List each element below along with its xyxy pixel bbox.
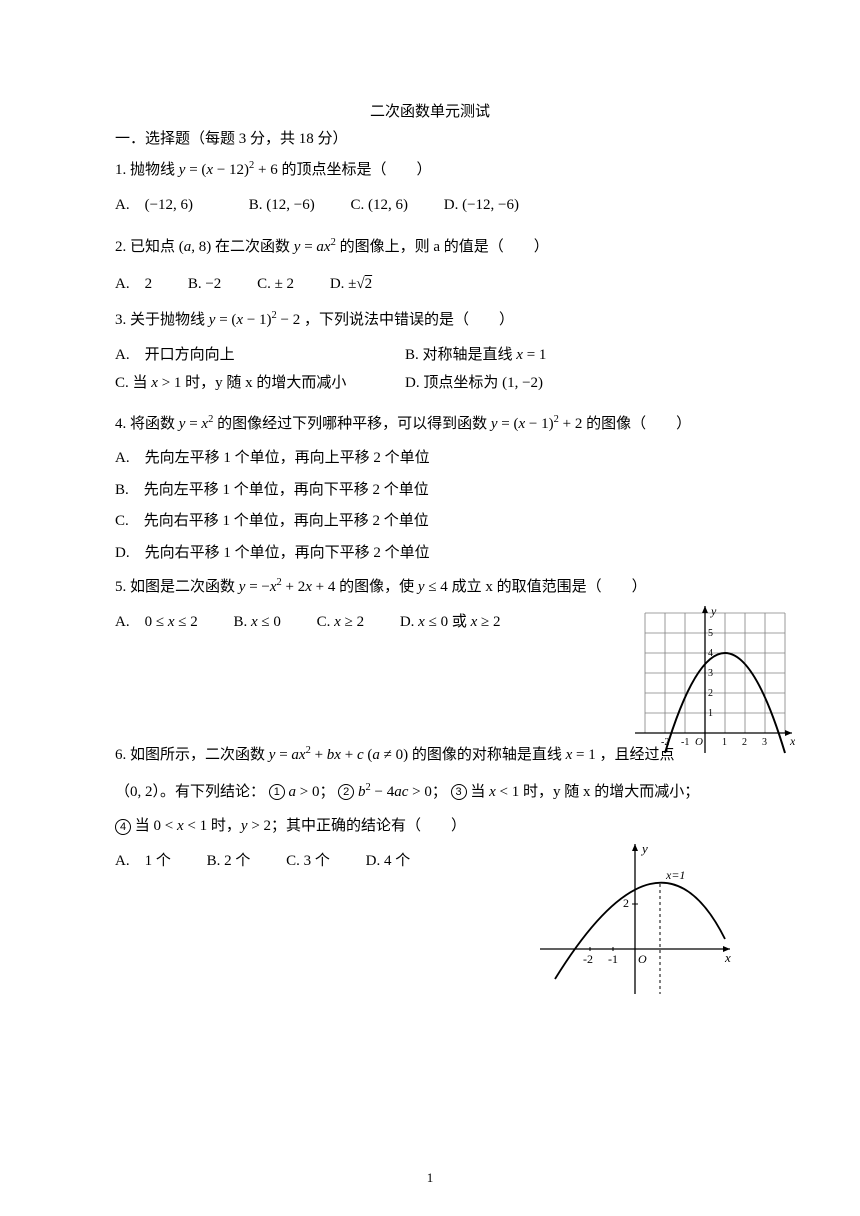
q2-optB: B. −2 [188,270,221,299]
q1-optC: C. (12, 6) [351,191,409,220]
svg-text:5: 5 [708,628,713,639]
q3-optA: A. 开口方向向上 [115,341,405,370]
svg-text:-1: -1 [608,952,618,966]
question-3: 3. 关于抛物线 y = (x − 1)2 − 2 ，下列说法中错误的是（ ） [115,306,745,335]
q6-line2-pre: （0, 2）。有下列结论： [115,784,265,800]
svg-text:x: x [789,734,795,748]
q4-pre: 4. 将函数 [115,416,179,432]
svg-text:x=1: x=1 [665,868,685,882]
page-number: 1 [0,1170,860,1186]
q3-pre: 3. 关于抛物线 [115,312,209,328]
q2-mid: 在二次函数 [211,239,294,255]
q2-pre: 2. 已知点 [115,239,179,255]
q6-optA: A. 1 个 [115,847,171,876]
circled-3: 3 [451,784,467,800]
q4-post: 的图像（ ） [582,416,691,432]
q6-optB: B. 2 个 [207,847,251,876]
svg-text:2: 2 [708,688,713,699]
svg-text:O: O [638,952,647,966]
section-header: 一．选择题（每题 3 分，共 18 分） [115,127,745,148]
q5-graph: x y O -2 -1 1 2 3 1 2 3 4 5 [635,603,795,763]
q3-options: A. 开口方向向上 B. 对称轴是直线 x = 1 C. 当 x > 1 时，y… [115,341,745,398]
svg-text:y: y [710,604,717,618]
q4-optD: D. 先向右平移 1 个单位，再向下平移 2 个单位 [115,539,745,568]
circled-1: 1 [269,784,285,800]
q6-pre: 6. 如图所示，二次函数 [115,747,269,763]
q2-optD: D. ±√2 [330,270,372,299]
q4-optB: B. 先向左平移 1 个单位，再向下平移 2 个单位 [115,476,745,505]
q3-optC: C. 当 x > 1 时，y 随 x 的增大而减小 [115,369,405,398]
question-1: 1. 抛物线 y = (x − 12)2 + 6 的顶点坐标是（ ） [115,156,745,185]
q3-optD: D. 顶点坐标为 (1, −2) [405,369,543,398]
question-5-wrapper: 5. 如图是二次函数 y = −x2 + 2x + 4 的图像，使 y ≤ 4 … [115,573,745,636]
q3-post: ，下列说法中错误的是（ ） [300,312,514,328]
question-2: 2. 已知点 (a, 8) 在二次函数 y = ax2 的图像上，则 a 的值是… [115,233,745,262]
q1-pre: 1. 抛物线 [115,162,179,178]
q6-optC: C. 3 个 [286,847,330,876]
q4-optA: A. 先向左平移 1 个单位，再向上平移 2 个单位 [115,444,745,473]
q2-optA: A. 2 [115,270,152,299]
svg-text:-2: -2 [583,952,593,966]
q1-optD: D. (−12, −6) [444,191,519,220]
q6-post: ，且经过点 [596,747,675,763]
q5-optA: A. 0 ≤ x ≤ 2 [115,608,198,637]
q2-options: A. 2 B. −2 C. ± 2 D. ±√2 [115,270,745,299]
question-5: 5. 如图是二次函数 y = −x2 + 2x + 4 的图像，使 y ≤ 4 … [115,573,745,602]
q6-optD: D. 4 个 [366,847,411,876]
q5-optD: D. x ≤ 0 或 x ≥ 2 [400,608,501,637]
q4-options: A. 先向左平移 1 个单位，再向上平移 2 个单位 B. 先向左平移 1 个单… [115,444,745,567]
q3-optB: B. 对称轴是直线 x = 1 [405,341,546,370]
q5-pre: 5. 如图是二次函数 [115,579,239,595]
svg-text:1: 1 [708,708,713,719]
q1-optB: B. (12, −6) [249,191,315,220]
svg-text:x: x [724,950,731,965]
circled-2: 2 [338,784,354,800]
q6-graph: x y O 2 -2 -1 x=1 [535,839,735,1004]
svg-text:y: y [640,841,648,856]
q2-optC: C. ± 2 [257,270,294,299]
svg-text:4: 4 [708,648,713,659]
q4-mid: 的图像经过下列哪种平移，可以得到函数 [213,416,491,432]
q1-optA: A. (−12, 6) [115,191,193,220]
svg-text:3: 3 [762,737,767,748]
q6-mid: 的图像的对称轴是直线 [408,747,566,763]
question-4: 4. 将函数 y = x2 的图像经过下列哪种平移，可以得到函数 y = (x … [115,410,745,439]
q5-optB: B. x ≤ 0 [233,608,280,637]
q2-post: 的图像上，则 a 的值是（ ） [336,239,549,255]
page-title: 二次函数单元测试 [115,100,745,121]
svg-text:2: 2 [623,896,629,910]
q5-post: 成立 x 的取值范围是（ ） [448,579,647,595]
circled-4: 4 [115,819,131,835]
q1-post: 的顶点坐标是（ ） [278,162,432,178]
q6-line3-post: ；其中正确的结论有（ ） [271,818,466,834]
question-6: 6. 如图所示，二次函数 y = ax2 + bx + c (a ≠ 0) 的图… [115,741,745,841]
q5-optC: C. x ≥ 2 [317,608,364,637]
question-6-wrapper: 6. 如图所示，二次函数 y = ax2 + bx + c (a ≠ 0) 的图… [115,741,745,875]
q1-options: A. (−12, 6) B. (12, −6) C. (12, 6) D. (−… [115,191,745,220]
q4-optC: C. 先向右平移 1 个单位，再向上平移 2 个单位 [115,507,745,536]
svg-text:3: 3 [708,668,713,679]
q5-mid: 的图像，使 [335,579,418,595]
